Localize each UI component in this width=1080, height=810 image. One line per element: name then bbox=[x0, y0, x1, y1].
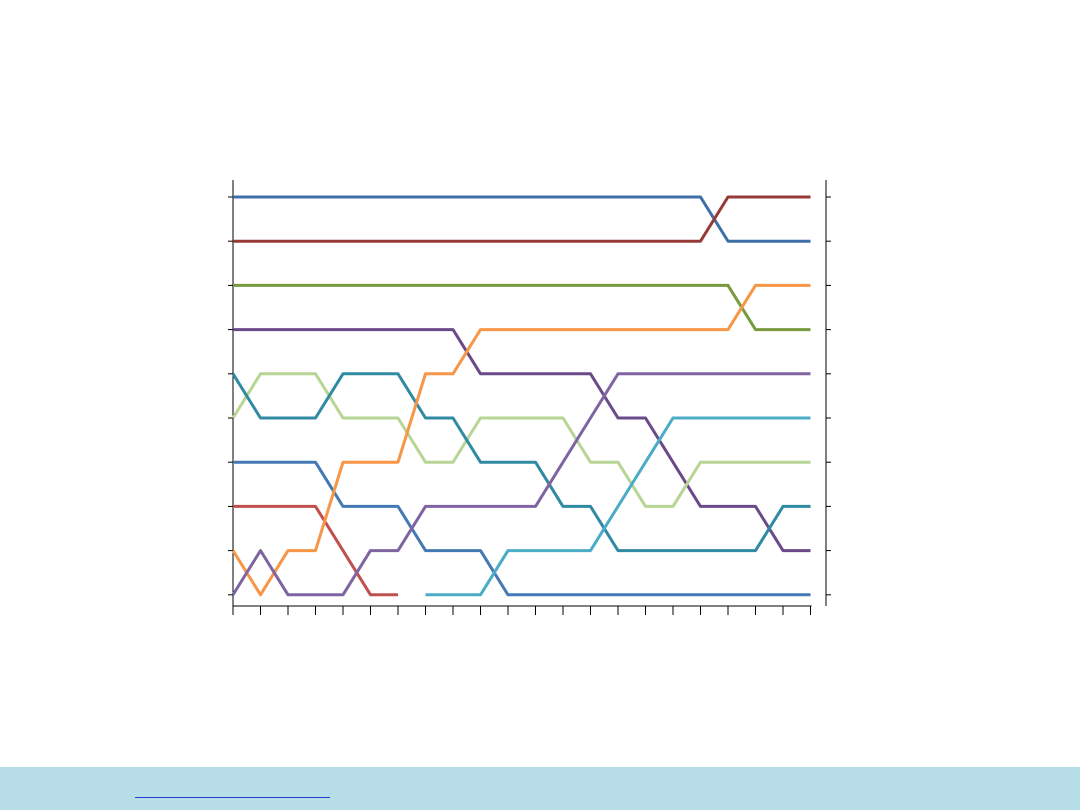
series-line-11 bbox=[425, 416, 811, 597]
footer-link[interactable] bbox=[135, 777, 330, 798]
footer-bar bbox=[0, 767, 1080, 810]
series-line-3 bbox=[233, 283, 811, 332]
series-line-5 bbox=[231, 372, 811, 508]
series-line-8 bbox=[233, 504, 398, 597]
series-line-2 bbox=[233, 195, 811, 243]
chart-series-lines bbox=[231, 195, 811, 597]
series-line-4 bbox=[233, 328, 811, 553]
series-line-7 bbox=[233, 460, 811, 597]
series-line-9 bbox=[231, 283, 811, 597]
series-line-6 bbox=[231, 372, 811, 553]
chart-axes bbox=[228, 180, 831, 615]
series-line-10 bbox=[231, 372, 811, 597]
bump-chart bbox=[228, 180, 831, 615]
